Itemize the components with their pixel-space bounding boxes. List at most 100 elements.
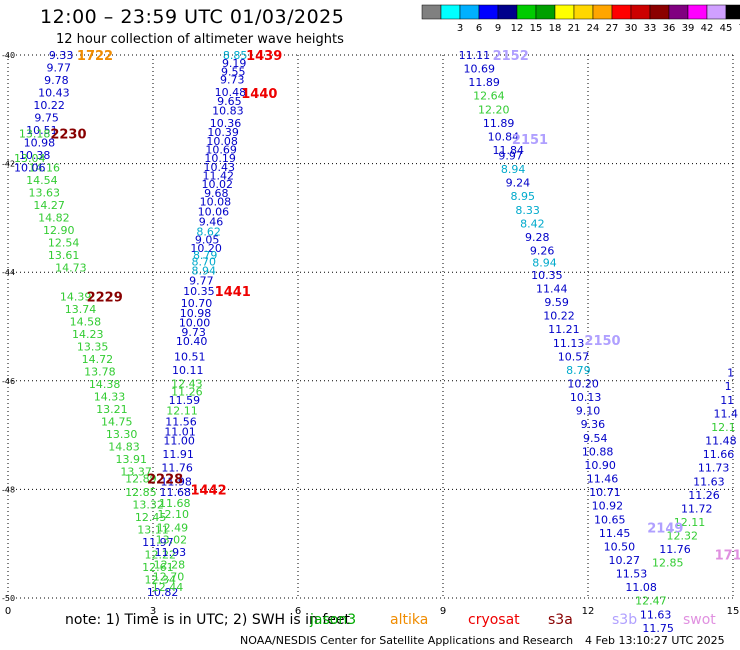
- colorbar-swatch: [440, 4, 461, 20]
- colorbar-swatch: [630, 4, 651, 20]
- data-point-label: 10.06: [14, 161, 46, 174]
- data-point-label: 11.53: [616, 568, 648, 581]
- data-point-label: 1: [725, 380, 732, 393]
- data-point-label: 13.04: [14, 152, 46, 165]
- data-point-label: 14.73: [55, 261, 87, 274]
- colorbar-swatch: [573, 4, 594, 20]
- data-point-label: 11.11: [459, 49, 491, 62]
- data-point-label: 12.70: [153, 570, 185, 583]
- data-point-label: 12.49: [157, 521, 189, 534]
- data-point-label: 9.05: [195, 234, 220, 247]
- colorbar-swatch: [687, 4, 708, 20]
- data-point-label: 13.91: [116, 453, 148, 466]
- data-point-label: 12.47: [635, 595, 667, 608]
- data-point-label: 14.82: [38, 211, 70, 224]
- colorbar-label: 42: [701, 23, 714, 34]
- data-point-label: 11.44: [536, 282, 568, 295]
- footer-timestamp: 4 Feb 13:10:27 UTC 2025: [585, 634, 725, 647]
- data-point-label: 11.48: [705, 435, 737, 448]
- data-point-label: 14.23: [72, 328, 104, 341]
- data-point-label: 14.72: [82, 353, 114, 366]
- data-point-label: 10.38: [19, 149, 51, 162]
- data-point-label: 9.78: [44, 74, 69, 87]
- data-point-label: 11.42: [203, 170, 235, 183]
- data-point-label: 9.26: [530, 244, 555, 257]
- data-point-label: 13.11: [137, 524, 169, 537]
- data-point-label: 10.50: [604, 540, 636, 553]
- data-point-label: 12.44: [152, 581, 184, 594]
- data-point-label: 11: [720, 394, 734, 407]
- data-point-label: 8.42: [520, 217, 545, 230]
- data-point-label: 11.68: [159, 486, 191, 499]
- data-point-label: 12.34: [145, 574, 177, 587]
- data-point-label: 10.19: [204, 152, 236, 165]
- data-point-label: 12.90: [43, 224, 75, 237]
- data-point-label: 12.85: [652, 557, 684, 570]
- data-point-label: 10.98: [180, 307, 212, 320]
- x-tick-label: 3: [150, 606, 156, 617]
- data-point-label: 9.33: [49, 49, 74, 62]
- y-tick-label: -44: [2, 268, 15, 277]
- data-point-label: 12.54: [48, 236, 80, 249]
- colorbar-swatch: [497, 4, 518, 20]
- data-point-label: 13.61: [48, 249, 80, 262]
- data-point-label: 10.84: [488, 130, 520, 143]
- colorbar-label: 33: [644, 23, 657, 34]
- data-point-label: 11.68: [159, 497, 191, 510]
- data-point-label: 10.40: [176, 335, 208, 348]
- data-point-label: 11.13: [553, 337, 585, 350]
- data-point-label: 13.78: [84, 366, 116, 379]
- mission-legend-item: altika: [390, 612, 429, 628]
- pass-label: 171: [715, 549, 740, 564]
- data-point-label: 8.94: [532, 256, 557, 269]
- data-point-label: 11.66: [703, 448, 735, 461]
- data-point-label: 13.30: [106, 428, 138, 441]
- data-point-label: 11.84: [493, 144, 525, 157]
- colorbar-label: 36: [663, 23, 676, 34]
- data-point-label: 9.28: [525, 231, 550, 244]
- data-point-label: 10.27: [609, 554, 641, 567]
- data-point-label: 12.10: [158, 508, 190, 521]
- colorbar-label: 70: [739, 23, 740, 34]
- data-point-label: 10.88: [582, 445, 614, 458]
- data-point-label: 12.64: [473, 90, 505, 103]
- data-point-label: 12.28: [154, 558, 186, 571]
- data-point-label: 11.97: [142, 536, 174, 549]
- data-point-label: 13.74: [65, 303, 97, 316]
- data-point-label: 11.21: [548, 323, 580, 336]
- data-point-label: 13.18: [19, 128, 51, 141]
- data-point-label: 10.43: [38, 86, 70, 99]
- colorbar-label: 24: [587, 23, 600, 34]
- pass-label: 2152: [493, 49, 529, 64]
- pass-label: 2150: [584, 334, 620, 349]
- data-point-label: 11.72: [681, 502, 713, 515]
- data-point-label: 10.98: [24, 136, 56, 149]
- x-tick-label: 12: [582, 606, 595, 617]
- data-point-label: 11.59: [169, 394, 201, 407]
- data-point-label: 13.35: [77, 341, 109, 354]
- data-point-label: 11.63: [640, 608, 672, 621]
- data-point-label: 11.89: [483, 117, 515, 130]
- data-point-label: 11.91: [162, 448, 194, 461]
- colorbar-label: 30: [625, 23, 638, 34]
- data-point-label: 11.00: [163, 435, 195, 448]
- y-tick-label: -48: [2, 485, 15, 494]
- colorbar-swatch: [592, 4, 613, 20]
- data-point-label: 8.95: [511, 190, 536, 203]
- data-point-label: 10.11: [172, 364, 204, 377]
- data-point-label: 14.58: [70, 316, 102, 329]
- data-point-label: 11.89: [468, 76, 500, 89]
- colorbar-swatch: [459, 4, 480, 20]
- data-point-label: 13.63: [29, 186, 61, 199]
- pass-label: 2229: [87, 291, 123, 306]
- y-tick-label: -40: [2, 51, 15, 60]
- colorbar-swatch: [516, 4, 537, 20]
- data-point-label: 10.69: [464, 63, 496, 76]
- data-point-label: 9.68: [204, 187, 229, 200]
- data-point-label: 9.54: [583, 432, 608, 445]
- mission-legend-item: s3b: [612, 612, 638, 628]
- data-point-label: 10.35: [531, 269, 563, 282]
- data-point-label: 8.33: [515, 204, 540, 217]
- data-point-label: 12.89: [125, 473, 157, 486]
- data-point-label: 10.22: [33, 99, 65, 112]
